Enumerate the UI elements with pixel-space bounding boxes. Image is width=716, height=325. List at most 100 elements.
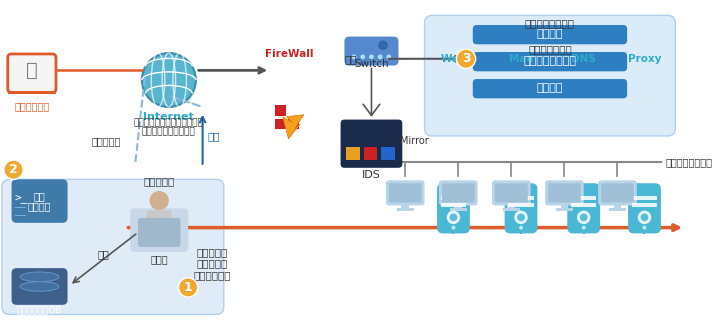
- Text: >_: >_: [14, 194, 28, 204]
- Bar: [441, 203, 466, 207]
- FancyBboxPatch shape: [11, 179, 67, 223]
- Circle shape: [150, 191, 169, 210]
- FancyBboxPatch shape: [473, 79, 627, 98]
- Text: 🖐: 🖐: [26, 61, 38, 80]
- Circle shape: [456, 49, 475, 69]
- Bar: [381, 147, 395, 160]
- FancyBboxPatch shape: [598, 180, 637, 205]
- Circle shape: [352, 55, 357, 59]
- Bar: [397, 208, 414, 211]
- Bar: [455, 203, 462, 209]
- Text: セキュリティ勧告: セキュリティ勧告: [523, 56, 576, 66]
- Text: 不正アクセス: 不正アクセス: [14, 101, 49, 111]
- Circle shape: [452, 226, 455, 229]
- Text: Switch: Switch: [354, 59, 389, 69]
- Circle shape: [178, 278, 198, 297]
- Text: IDS: IDS: [362, 170, 381, 180]
- Bar: [402, 203, 409, 209]
- Bar: [508, 203, 533, 207]
- Text: ──: ──: [14, 211, 26, 221]
- Bar: [561, 203, 569, 209]
- Bar: [503, 208, 520, 211]
- Text: 報告: 報告: [344, 54, 357, 64]
- FancyBboxPatch shape: [495, 183, 528, 202]
- FancyBboxPatch shape: [548, 183, 581, 202]
- Polygon shape: [283, 115, 304, 139]
- Text: モニター: モニター: [28, 202, 52, 212]
- Bar: [508, 203, 516, 209]
- Text: ──: ──: [14, 203, 26, 213]
- Circle shape: [582, 226, 586, 229]
- Bar: [632, 196, 657, 200]
- Bar: [609, 208, 626, 211]
- FancyBboxPatch shape: [545, 180, 584, 205]
- Circle shape: [447, 211, 460, 224]
- FancyBboxPatch shape: [505, 183, 538, 233]
- Text: 内部不正に関わる徴候: 内部不正に関わる徴候: [142, 127, 195, 136]
- FancyBboxPatch shape: [8, 54, 56, 93]
- Text: 内部ネットワーク: 内部ネットワーク: [666, 157, 712, 167]
- Text: 外部からの侵入、不審な攻撃: 外部からの侵入、不審な攻撃: [134, 119, 204, 128]
- Text: 蓄積された: 蓄積された: [197, 247, 228, 257]
- Bar: [275, 119, 286, 129]
- FancyBboxPatch shape: [344, 37, 399, 66]
- Bar: [347, 147, 360, 160]
- Text: Mail: Mail: [508, 54, 533, 64]
- Ellipse shape: [20, 282, 59, 291]
- Circle shape: [378, 55, 382, 59]
- Text: 公開セグメント: 公開セグメント: [528, 44, 572, 54]
- Text: 危険度を判定: 危険度を判定: [193, 270, 231, 280]
- Text: 技術者: 技術者: [150, 254, 168, 264]
- FancyBboxPatch shape: [437, 183, 470, 233]
- FancyBboxPatch shape: [473, 52, 627, 71]
- Bar: [8, 91, 56, 95]
- Circle shape: [369, 55, 374, 59]
- Bar: [289, 119, 299, 129]
- Bar: [571, 203, 596, 207]
- Circle shape: [514, 211, 528, 224]
- Bar: [364, 147, 377, 160]
- Text: Internet: Internet: [143, 112, 194, 122]
- Text: 暗号化通信: 暗号化通信: [92, 136, 121, 146]
- Circle shape: [378, 40, 388, 50]
- FancyBboxPatch shape: [567, 183, 600, 233]
- FancyBboxPatch shape: [341, 120, 402, 168]
- FancyBboxPatch shape: [492, 180, 531, 205]
- Text: Web: Web: [440, 54, 466, 64]
- FancyBboxPatch shape: [11, 268, 67, 305]
- Circle shape: [638, 211, 652, 224]
- Text: 1: 1: [184, 281, 193, 294]
- Text: 監視センタ: 監視センタ: [144, 176, 175, 187]
- Text: DNS: DNS: [571, 54, 596, 64]
- Polygon shape: [145, 210, 174, 223]
- Text: 参照: 参照: [97, 249, 109, 259]
- FancyBboxPatch shape: [2, 179, 224, 315]
- FancyBboxPatch shape: [130, 208, 188, 252]
- FancyBboxPatch shape: [601, 183, 634, 202]
- Text: Proxy: Proxy: [628, 54, 662, 64]
- FancyBboxPatch shape: [425, 15, 675, 136]
- FancyBboxPatch shape: [389, 183, 422, 202]
- Bar: [571, 196, 596, 200]
- Circle shape: [577, 211, 591, 224]
- Bar: [441, 196, 466, 200]
- Circle shape: [642, 226, 647, 229]
- Circle shape: [517, 214, 525, 221]
- Text: セキュリティDB: セキュリティDB: [17, 306, 62, 315]
- Text: Mirror: Mirror: [400, 136, 429, 146]
- Bar: [275, 105, 286, 116]
- Text: 監視: 監視: [34, 191, 45, 201]
- Text: 管理者様へご報告: 管理者様へご報告: [525, 18, 575, 28]
- Text: ノウハウで: ノウハウで: [197, 258, 228, 268]
- Text: 統計報告: 統計報告: [537, 83, 563, 93]
- Circle shape: [4, 160, 23, 179]
- Circle shape: [580, 214, 588, 221]
- Bar: [632, 203, 657, 207]
- Circle shape: [641, 214, 649, 221]
- Circle shape: [387, 55, 391, 59]
- Text: FireWall: FireWall: [265, 49, 314, 59]
- Ellipse shape: [20, 272, 59, 282]
- Bar: [614, 203, 621, 209]
- Bar: [556, 208, 573, 211]
- Circle shape: [360, 55, 365, 59]
